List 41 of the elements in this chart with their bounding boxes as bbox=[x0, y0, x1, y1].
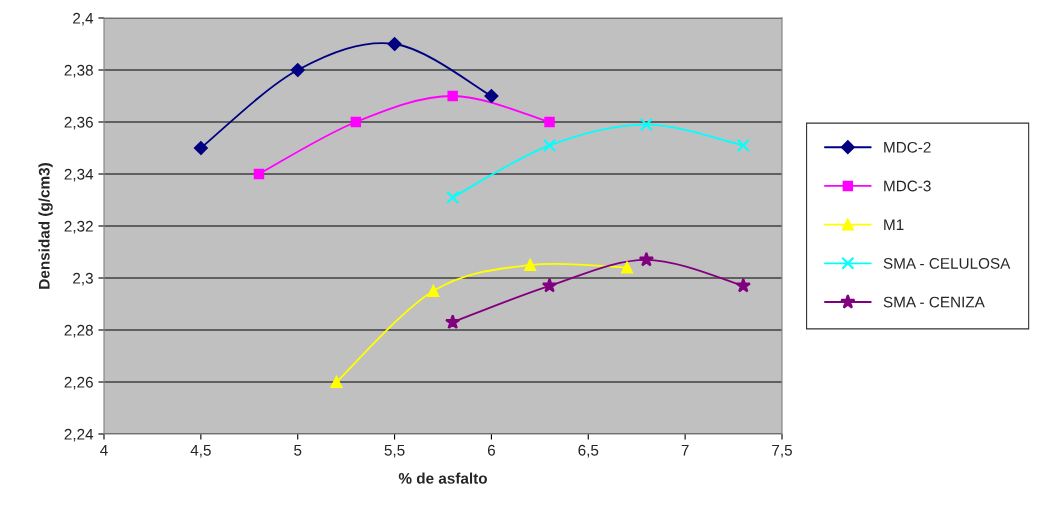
point bbox=[193, 141, 208, 155]
y-axis-title: Densidad (g/cm3) bbox=[38, 163, 53, 289]
x-tick-label: 5 bbox=[294, 444, 302, 456]
point bbox=[387, 37, 402, 51]
point bbox=[290, 63, 305, 77]
point bbox=[446, 190, 460, 204]
point bbox=[735, 277, 751, 293]
point bbox=[736, 138, 750, 152]
point bbox=[447, 90, 458, 102]
x-tick-label: 6,5 bbox=[578, 444, 599, 458]
x-tick-label: 7,5 bbox=[772, 444, 792, 458]
y-tick-label: 2,28 bbox=[64, 324, 93, 338]
y-tick-label: 2,32 bbox=[64, 220, 93, 234]
legend-label: SMA - CENIZA bbox=[883, 296, 985, 308]
y-tick-label: 2,38 bbox=[64, 64, 93, 78]
x-tick-label: 5,5 bbox=[384, 444, 405, 458]
y-tick-label: 2,24 bbox=[64, 428, 94, 442]
point bbox=[541, 277, 558, 293]
point bbox=[445, 314, 461, 329]
legend-label: M1 bbox=[884, 219, 904, 230]
point bbox=[542, 138, 557, 152]
y-tick-label: 2,4 bbox=[73, 12, 94, 26]
x-tick-label: 6 bbox=[487, 444, 496, 456]
point bbox=[484, 89, 499, 103]
legend-label: SMA - CELULOSA bbox=[883, 257, 1011, 269]
legend-label: MDC-3 bbox=[884, 180, 931, 192]
point bbox=[639, 118, 653, 132]
point bbox=[544, 116, 555, 128]
point bbox=[638, 251, 655, 267]
point bbox=[621, 261, 633, 274]
x-tick-label: 4,5 bbox=[190, 444, 211, 458]
y-tick-label: 2,3 bbox=[73, 272, 93, 286]
y-tick-label: 2,26 bbox=[64, 376, 93, 390]
x-tick-label: 7 bbox=[681, 444, 689, 456]
point bbox=[253, 168, 265, 180]
point bbox=[350, 116, 362, 128]
x-tick-label: 4 bbox=[100, 444, 108, 456]
y-tick-label: 2,36 bbox=[64, 116, 93, 130]
x-axis-title: % de asfalto bbox=[398, 472, 487, 484]
y-tick-label: 2,34 bbox=[64, 168, 94, 182]
legend-label: MDC-2 bbox=[884, 141, 931, 153]
